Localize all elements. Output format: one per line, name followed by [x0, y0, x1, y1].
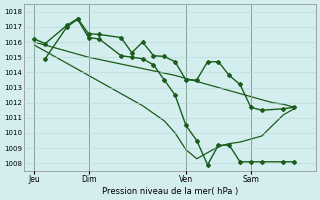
- X-axis label: Pression niveau de la mer( hPa ): Pression niveau de la mer( hPa ): [101, 187, 238, 196]
